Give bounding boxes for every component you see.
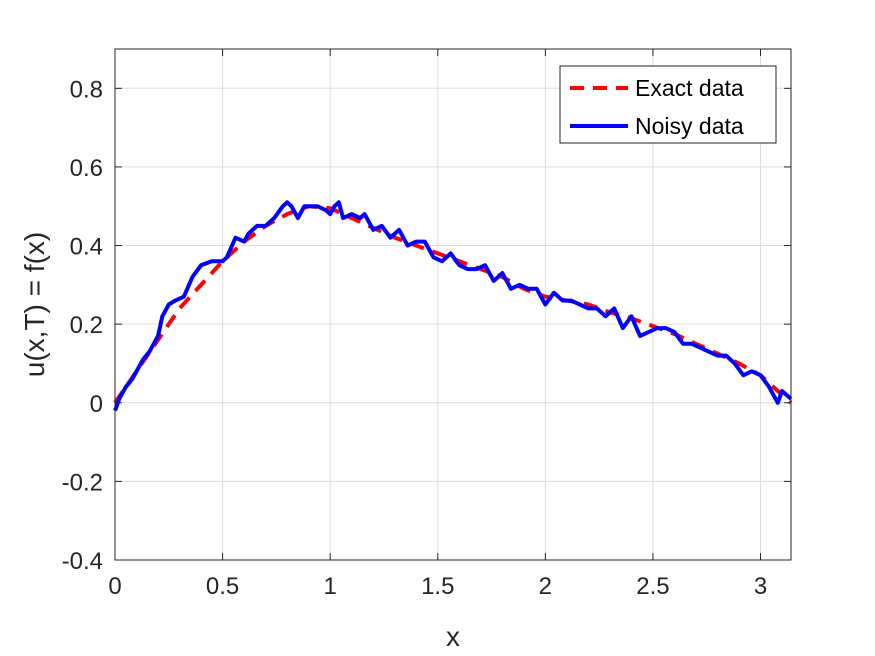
x-tick-label: 1.5 — [421, 573, 454, 600]
x-tick-label: 0.5 — [206, 573, 239, 600]
y-tick-label: 0.2 — [70, 312, 103, 339]
y-axis-label: u(x,T) = f(x) — [19, 232, 50, 377]
series-group — [113, 200, 793, 412]
legend-label-noisy: Noisy data — [635, 113, 744, 139]
x-tick-label: 1 — [323, 573, 336, 600]
y-tick-label: 0.4 — [70, 234, 103, 261]
x-tick-label: 3 — [754, 573, 767, 600]
y-tick-label: 0.8 — [70, 76, 103, 103]
tick-marks — [114, 49, 791, 561]
y-tick-label: -0.4 — [62, 548, 103, 575]
legend-label-exact: Exact data — [635, 75, 744, 101]
y-tick-label: 0 — [90, 391, 103, 418]
x-tick-label: 2 — [539, 573, 552, 600]
series-line-noisy — [113, 200, 793, 412]
x-tick-label: 0 — [108, 573, 121, 600]
y-tick-label: 0.6 — [70, 155, 103, 182]
legend: Exact data Noisy data — [559, 65, 777, 144]
legend-box — [559, 65, 777, 144]
axes-frame — [114, 48, 792, 561]
x-tick-label: 2.5 — [636, 573, 669, 600]
x-tick-labels: 0 0.5 1 1.5 2 2.5 3 — [108, 573, 767, 600]
x-axis-label: x — [446, 621, 460, 652]
y-tick-labels: -0.4 -0.2 0 0.2 0.4 0.6 0.8 — [62, 76, 103, 575]
y-tick-label: -0.2 — [62, 469, 103, 496]
